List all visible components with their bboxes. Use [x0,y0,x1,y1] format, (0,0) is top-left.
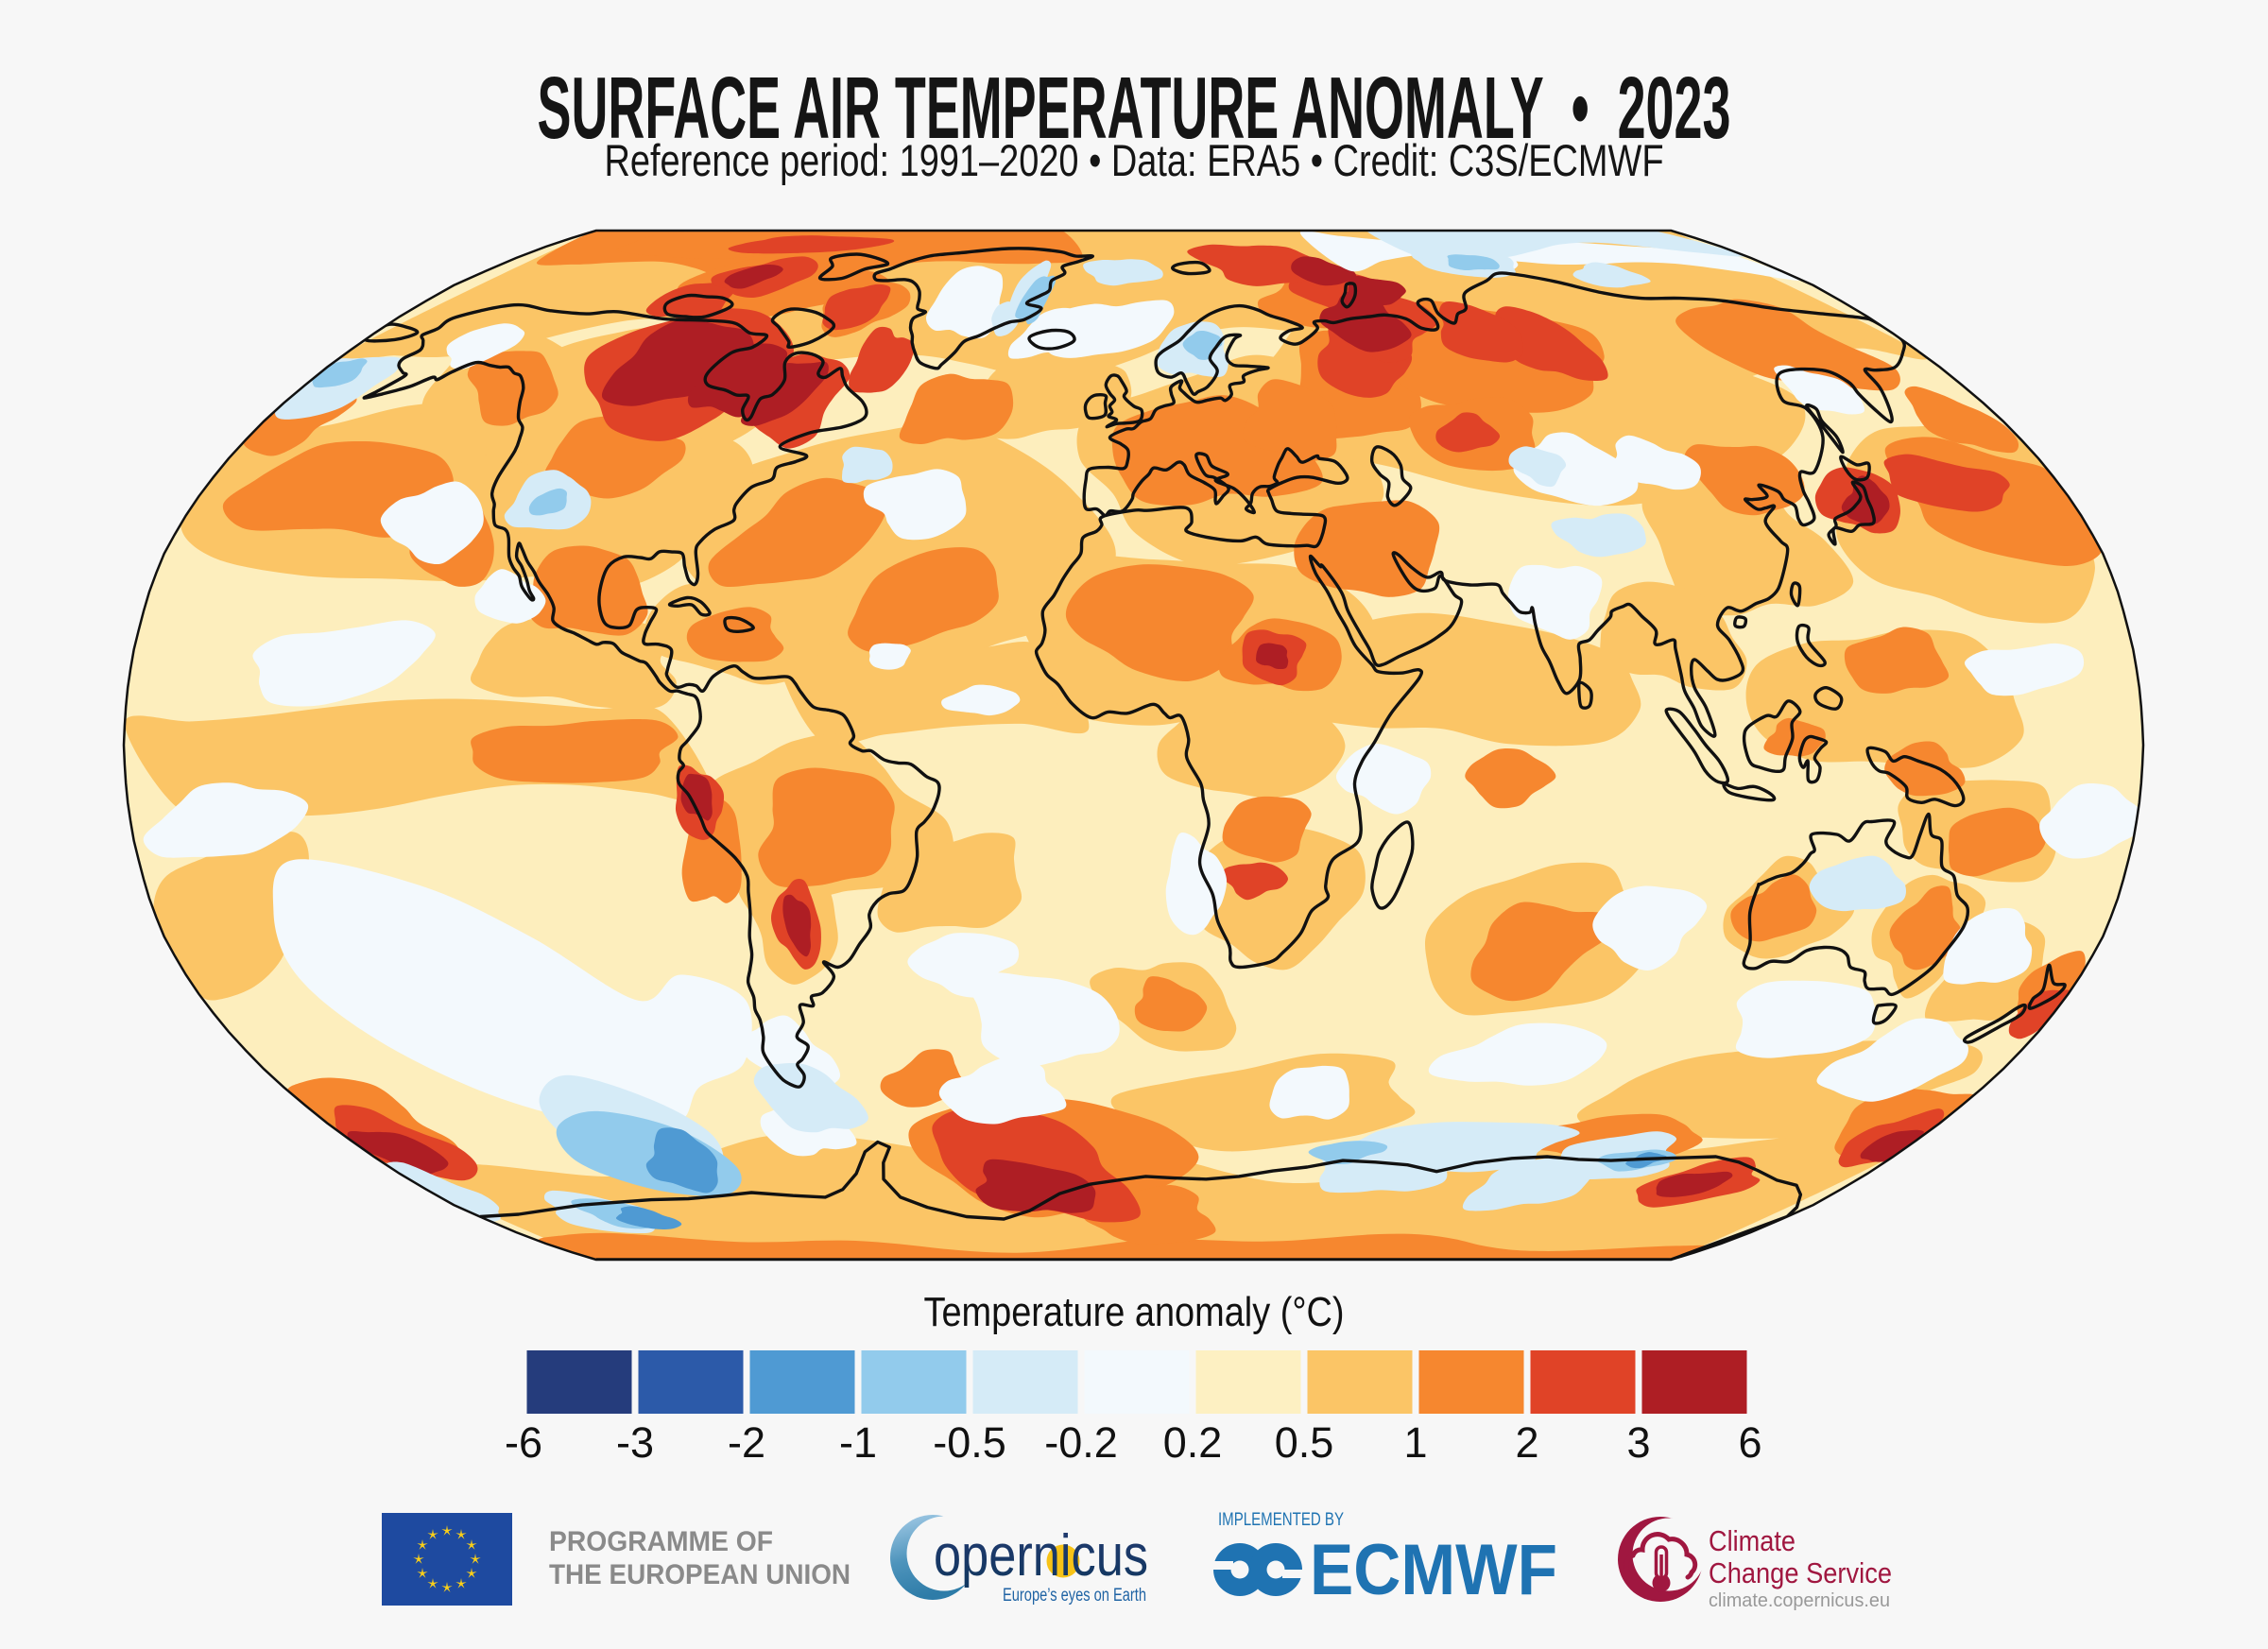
svg-text:PROGRAMME OF: PROGRAMME OF [549,1526,773,1557]
svg-text:-6: -6 [505,1418,542,1467]
svg-text:0.5: 0.5 [1275,1418,1334,1467]
svg-text:ECMWF: ECMWF [1310,1530,1557,1610]
svg-text:Change Service: Change Service [1709,1556,1892,1589]
svg-text:SURFACE AIR TEMPERATURE ANOMAL: SURFACE AIR TEMPERATURE ANOMALY • 2023 [538,59,1731,157]
svg-text:climate.copernicus.eu: climate.copernicus.eu [1709,1589,1890,1611]
svg-text:2: 2 [1515,1418,1538,1467]
svg-text:THE EUROPEAN UNION: THE EUROPEAN UNION [549,1559,850,1590]
svg-text:-3: -3 [616,1418,654,1467]
svg-text:Europe’s eyes on Earth: Europe’s eyes on Earth [1003,1586,1146,1606]
svg-text:Reference period: 1991–2020 •: Reference period: 1991–2020 • Data: ERA5… [605,135,1664,185]
svg-text:-0.5: -0.5 [933,1418,1006,1467]
svg-text:Climate: Climate [1709,1524,1796,1557]
svg-text:-1: -1 [839,1418,877,1467]
svg-text:IMPLEMENTED BY: IMPLEMENTED BY [1218,1510,1344,1530]
svg-text:-2: -2 [728,1418,765,1467]
svg-text:6: 6 [1738,1418,1761,1467]
svg-text:Temperature anomaly (°C): Temperature anomaly (°C) [924,1289,1345,1335]
svg-text:opernicus: opernicus [934,1523,1148,1589]
svg-text:-0.2: -0.2 [1044,1418,1118,1467]
svg-text:3: 3 [1626,1418,1650,1467]
svg-text:1: 1 [1403,1418,1427,1467]
svg-text:0.2: 0.2 [1163,1418,1223,1467]
